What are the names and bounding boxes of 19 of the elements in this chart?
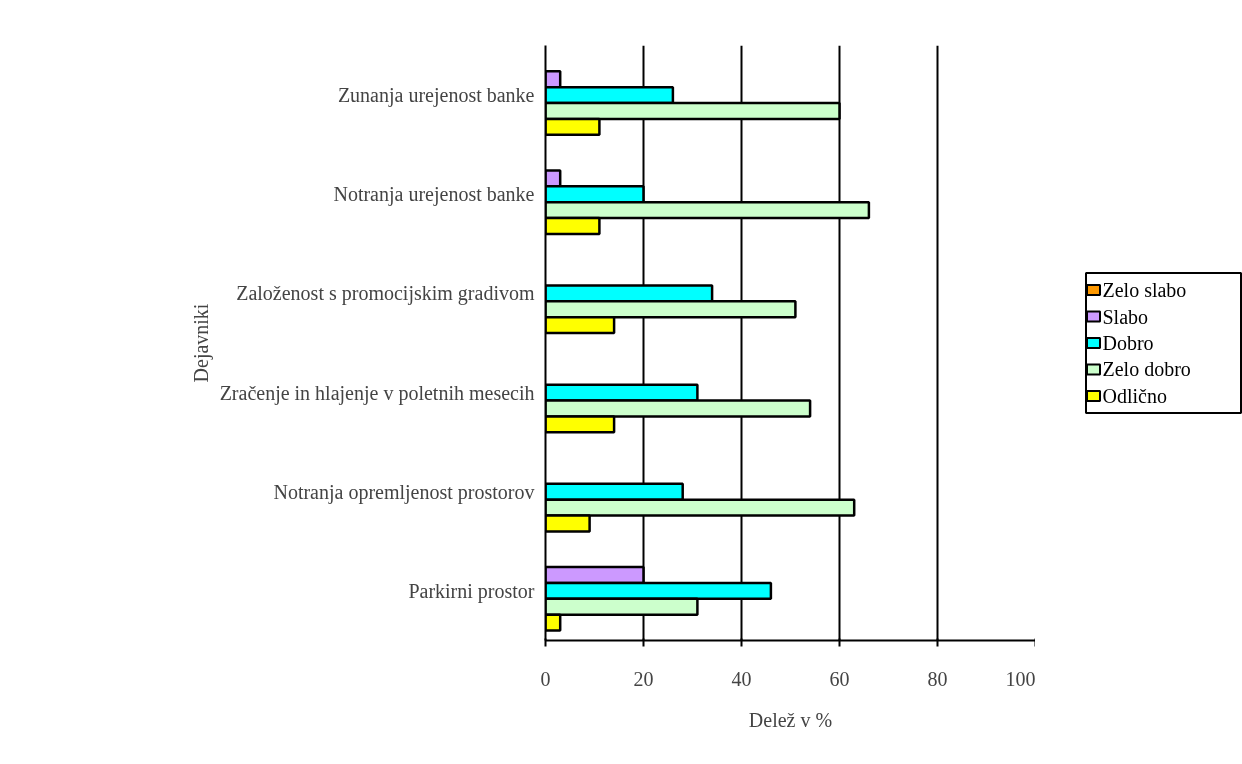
legend-label: Zelo dobro — [1102, 358, 1191, 381]
y-axis-title: Dejavniki — [189, 303, 213, 383]
x-tick-label: 0 — [540, 667, 551, 690]
x-tick-label: 40 — [731, 667, 752, 690]
y-tick-label: Založenost s promocijskim gradivom — [236, 282, 535, 306]
x-tick-label: 20 — [633, 667, 654, 690]
y-tick-label: Notranja opremljenost prostorov — [273, 480, 535, 504]
legend-label: Zelo slabo — [1102, 279, 1187, 302]
legend-label: Dobro — [1102, 332, 1154, 354]
y-tick-label: Zračenje in hlajenje v poletnih mesecih — [219, 381, 535, 405]
x-tick-label: 100 — [1005, 667, 1036, 690]
x-tick-label: 80 — [927, 667, 948, 690]
legend-label: Odlično — [1102, 384, 1167, 407]
y-tick-label: Zunanja urejenost banke — [337, 84, 535, 108]
y-tick-label: Parkirni prostor — [408, 579, 535, 603]
y-tick-label: Notranja urejenost banke — [333, 183, 535, 207]
x-axis-title: Delež v % — [748, 708, 833, 731]
legend-label: Slabo — [1102, 305, 1149, 328]
x-tick-label: 60 — [829, 667, 850, 690]
